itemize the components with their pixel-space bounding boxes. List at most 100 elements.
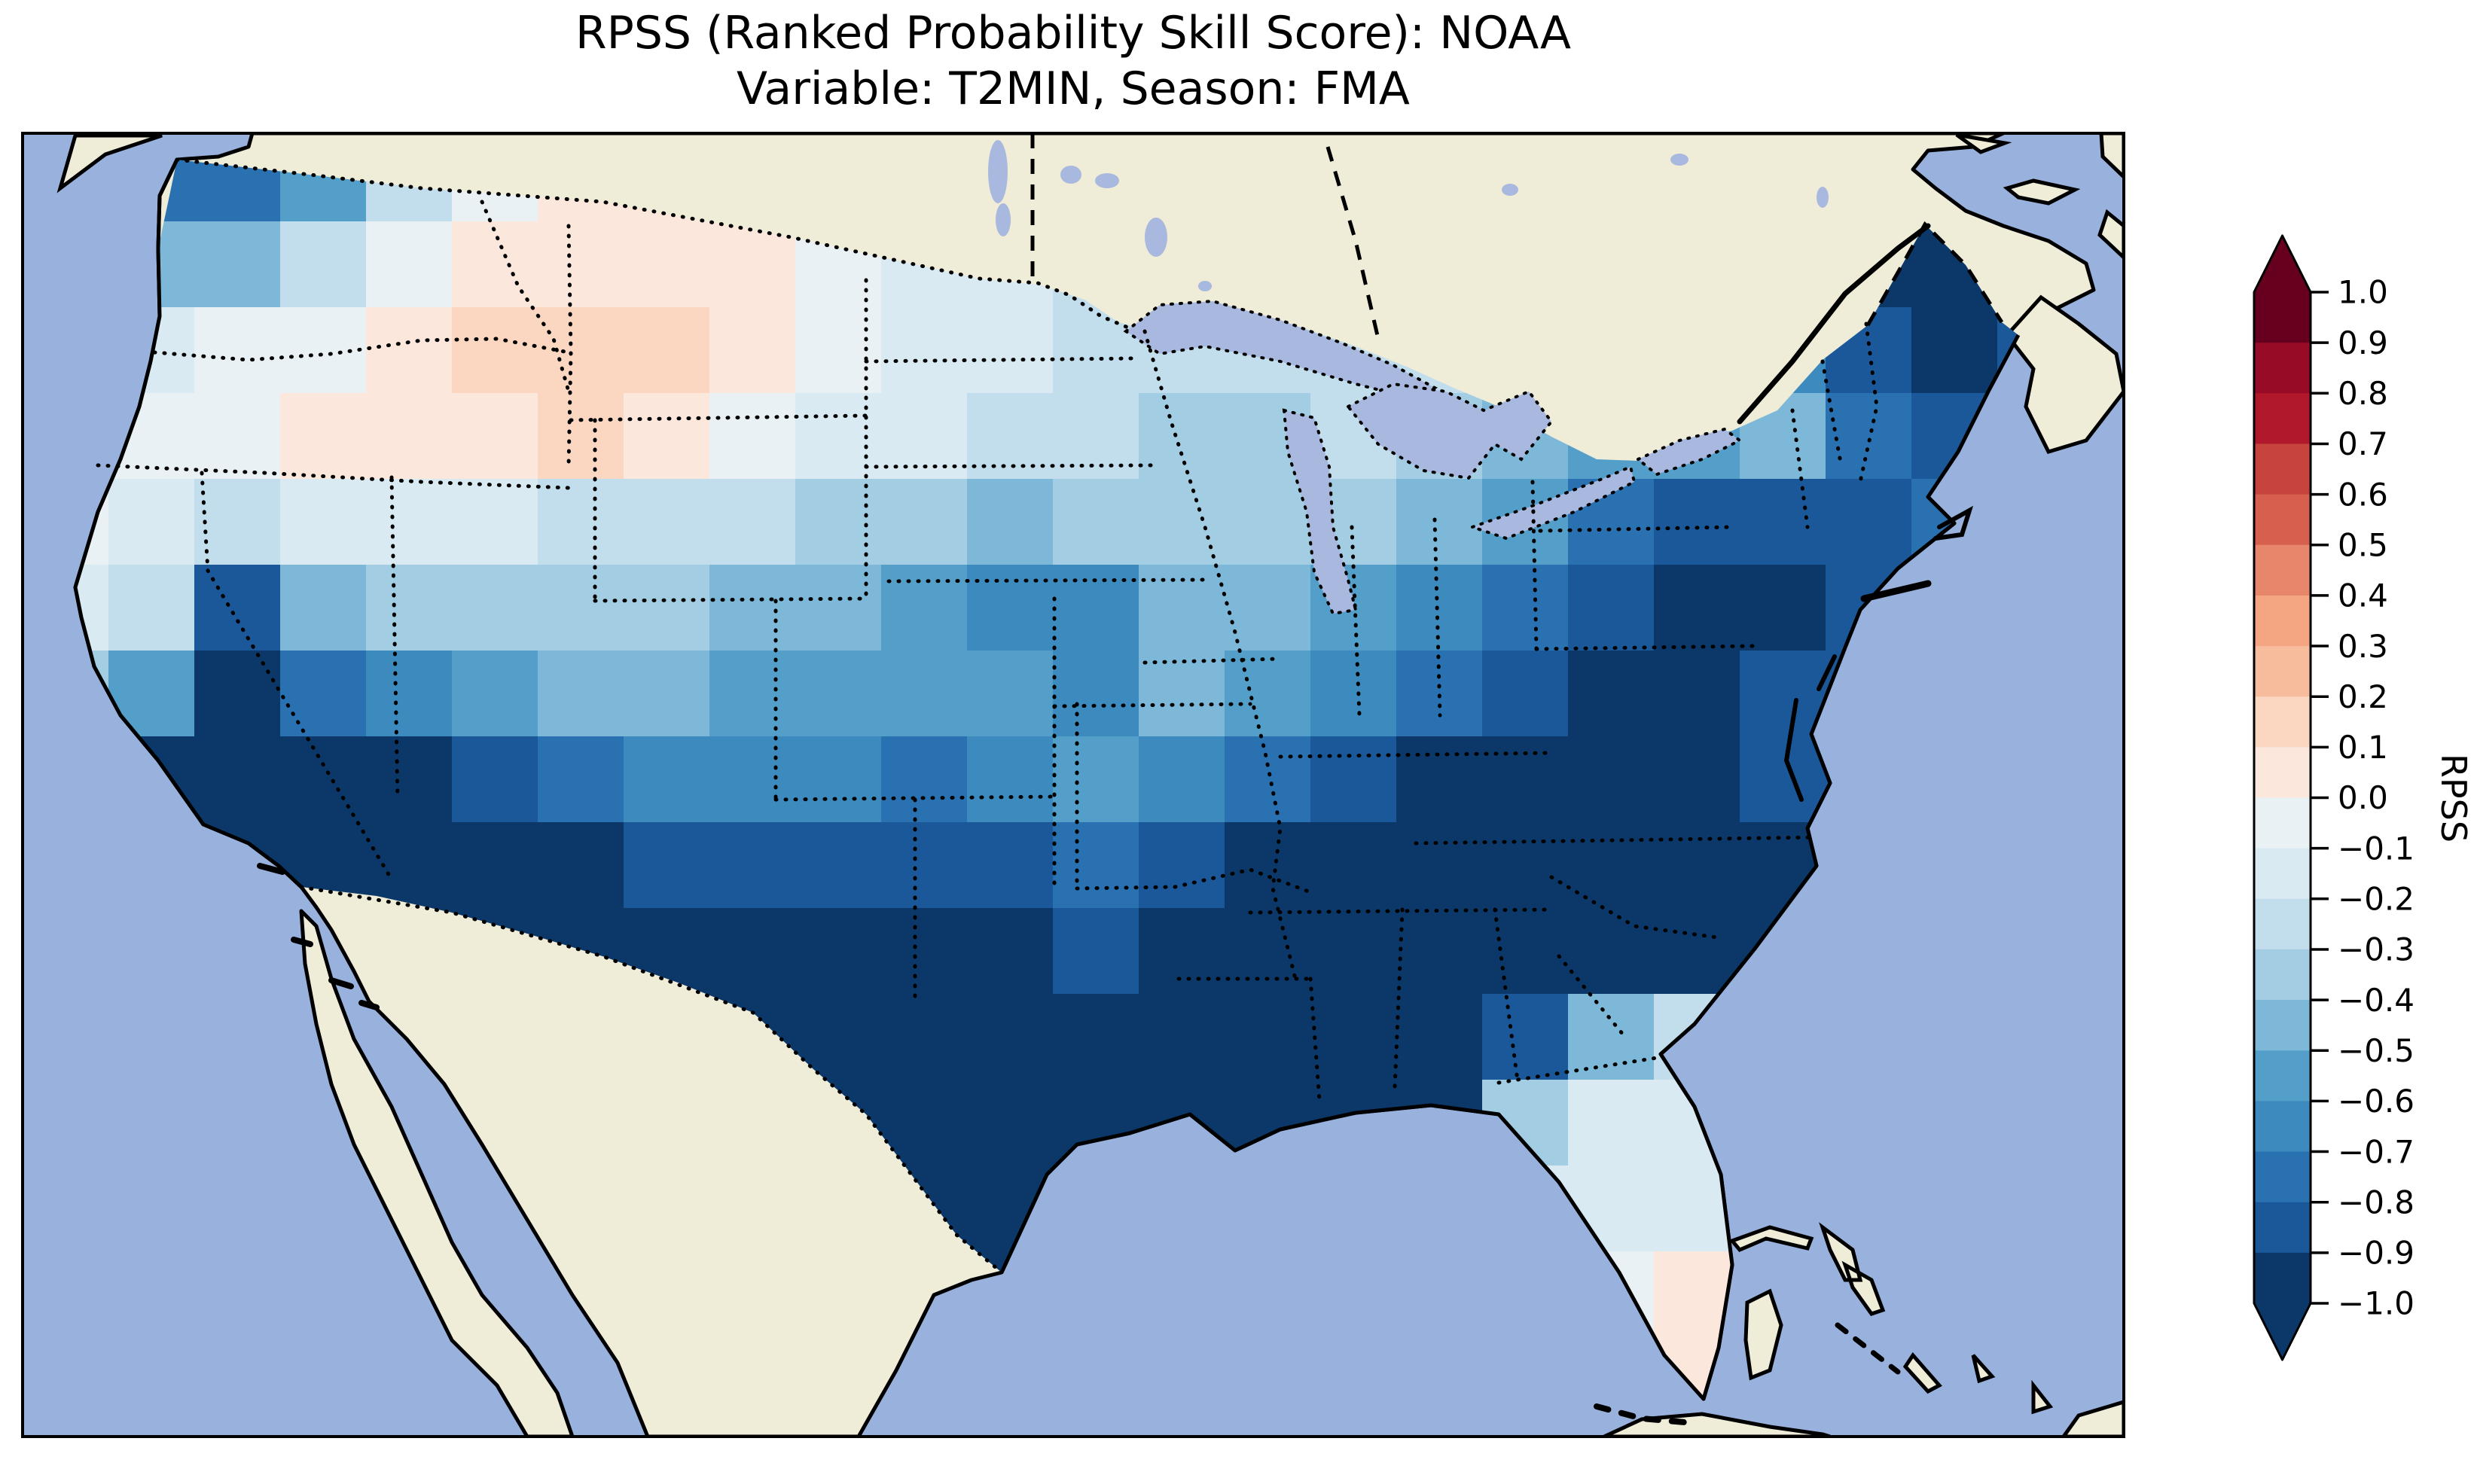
colorbar-tick-label: −0.1 (2338, 830, 2415, 867)
heatmap-cell (1310, 822, 1397, 909)
heatmap-cell (624, 736, 710, 823)
heatmap-cell (967, 822, 1054, 909)
us-coastline (73, 158, 2021, 1401)
great-lakes (1123, 299, 1743, 616)
heatmap-cell (1654, 908, 1740, 995)
colorbar-segment (2254, 1101, 2311, 1153)
chart-subtitle: Variable: T2MIN, Season: FMA (737, 62, 1410, 115)
chart-title: RPSS (Ranked Probability Skill Score): N… (575, 7, 1571, 59)
heatmap-cell (1310, 994, 1397, 1080)
colorbar-segment (2254, 343, 2311, 395)
colorbar-tick-label: −0.9 (2338, 1235, 2415, 1272)
heatmap-cell (1740, 736, 1826, 823)
heatmap-cell (795, 822, 882, 909)
colorbar-tick-label: −0.3 (2338, 931, 2415, 968)
colorbar-tick-label: −0.7 (2338, 1133, 2415, 1170)
colorbar-tick-label: 0.9 (2338, 325, 2388, 361)
cape-breton-island (2097, 133, 2124, 261)
canada-lake-4 (1670, 154, 1688, 166)
heatmap-cell (108, 565, 195, 651)
in-oh-border (1432, 517, 1442, 718)
heatmap-cell (1139, 994, 1225, 1080)
heatmap-cell (1139, 822, 1225, 909)
heatmap-cell (280, 221, 367, 308)
heatmap-cell (1053, 736, 1139, 823)
heatmap-cell (967, 994, 1054, 1080)
heatmap-cell (881, 1080, 968, 1166)
la-ms-border (1308, 977, 1322, 1103)
heatmap-cell (709, 221, 796, 308)
heatmap-cell (538, 822, 624, 909)
colorbar-tick-label: −0.5 (2338, 1032, 2415, 1069)
heatmap-cell (1139, 908, 1225, 995)
heatmap-cell (452, 736, 538, 823)
bahamas-islands (1728, 1222, 2054, 1415)
heatmap-cell (366, 736, 453, 823)
lake-winnipeg (988, 140, 1008, 203)
us-canada-border (175, 157, 1132, 331)
heatmap-cell (709, 479, 796, 565)
heatmap-cell (1225, 479, 1311, 565)
heatmap-cell (1310, 736, 1397, 823)
heatmap-cell (194, 307, 281, 394)
heatmap-cell (1053, 479, 1139, 565)
colorbar-tick-label: 1.0 (2338, 274, 2388, 311)
heatmap-cell (1396, 994, 1483, 1080)
heatmap-cell (709, 651, 796, 737)
map-frame (21, 132, 2125, 1438)
heatmap-cell (967, 651, 1054, 737)
tn-al-border (1248, 907, 1554, 915)
heatmap-cell (1568, 565, 1655, 651)
province-borders (1030, 133, 2004, 340)
heatmap-cell (624, 651, 710, 737)
ga-al-border (1493, 907, 1520, 1083)
lake-manitoba (1060, 166, 1081, 184)
heatmap-cell (1396, 822, 1483, 909)
heatmap-cell (795, 736, 882, 823)
heatmap-cell (1139, 393, 1225, 480)
heatmap-cell (1225, 994, 1311, 1080)
heatmap-cell (1053, 822, 1139, 909)
heatmap-cell (194, 565, 281, 651)
colorbar-segment (2254, 1000, 2311, 1052)
heatmap-cell (1396, 908, 1483, 995)
heatmap-cell (538, 307, 624, 394)
heatmap-cell (1826, 479, 1912, 565)
heatmap-cell (1482, 908, 1569, 995)
ky-tn-border (1278, 751, 1554, 759)
heatmap-cell (1482, 822, 1569, 909)
colorbar-tick-label: −1.0 (2338, 1285, 2415, 1322)
heatmap-cell (967, 479, 1054, 565)
colorbar-segment (2254, 443, 2311, 495)
canada-lake (1095, 173, 1119, 188)
heatmap-cell (1139, 736, 1225, 823)
heatmap-cell (280, 393, 367, 480)
heatmap-cell (624, 565, 710, 651)
heatmap-cell (366, 651, 453, 737)
heatmap-cell (1654, 822, 1740, 909)
colorbar-segment (2254, 747, 2311, 799)
heatmap-cell (1225, 908, 1311, 995)
colorbar-segment (2254, 696, 2311, 748)
oh-pa-border (1530, 480, 1539, 651)
heatmap-cell (1482, 994, 1569, 1080)
ks-ok-border (1052, 702, 1252, 708)
colorbar-tick-label: 0.7 (2338, 425, 2388, 462)
delaware-bay (1817, 654, 1837, 691)
heatmap-cell (280, 307, 367, 394)
colorbar-tick-label: 0.0 (2338, 779, 2388, 816)
heatmap-cell (366, 307, 453, 394)
heatmap-cell (538, 736, 624, 823)
anticosti-island (1955, 133, 2012, 154)
heatmap-cell (624, 393, 710, 480)
maine-canada-border (1865, 221, 2004, 327)
channel-islands (257, 863, 380, 1010)
exuma-chain (1835, 1322, 1901, 1375)
heatmap-cell (280, 565, 367, 651)
vancouver-island (56, 133, 163, 193)
heatmap-cell (452, 479, 538, 565)
heatmap-cell (881, 565, 968, 651)
colorbar-segment (2254, 544, 2311, 596)
heatmap-cell (194, 393, 281, 480)
colorbar-tick-label: −0.4 (2338, 982, 2415, 1019)
